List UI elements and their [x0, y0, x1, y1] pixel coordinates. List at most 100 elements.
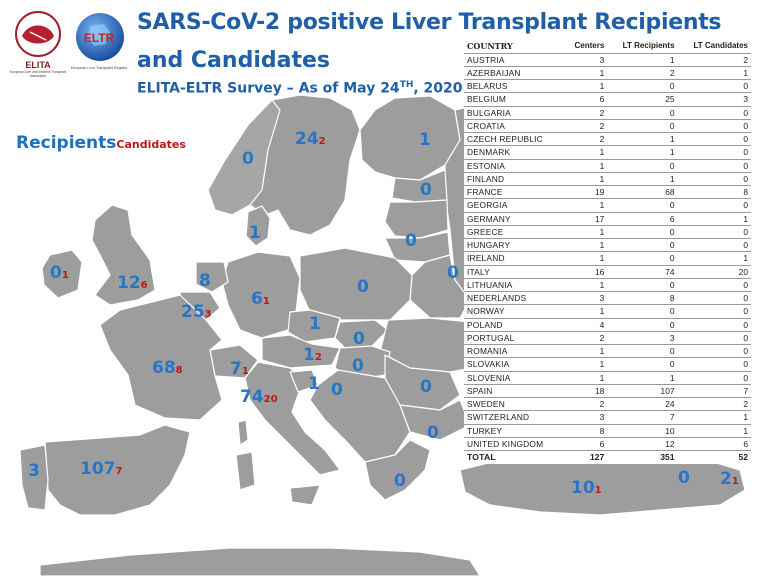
cell-lt-recipients: 0	[607, 251, 678, 266]
col-header-lt-candidates: LT Candidates	[677, 39, 751, 54]
sardinia-shape	[235, 451, 256, 491]
cell-lt-candidates: 0	[677, 159, 751, 173]
cell-country: DENMARK	[464, 145, 564, 160]
cell-centers: 127	[589, 452, 605, 463]
map-label-greece: 0	[394, 471, 406, 491]
cell-centers: 1	[563, 145, 608, 160]
cell-lt-recipients: 2	[607, 66, 678, 81]
cell-centers: 8	[563, 424, 608, 438]
map-label-denmark: 1	[249, 223, 261, 243]
cell-country: ROMANIA	[464, 344, 564, 359]
map-label-italy: 7420	[240, 387, 278, 407]
legend-candidates: Candidates	[116, 138, 186, 151]
cell-lt-recipients: 0	[607, 357, 678, 372]
map-label-slovakia: 0	[353, 329, 365, 349]
cell-lt-recipients: 0	[607, 225, 678, 240]
cell-centers: 6	[563, 437, 608, 452]
elita-name: ELITA	[25, 60, 51, 70]
map-label-romania: 0	[420, 377, 432, 397]
table-header-row: COUNTRY Centers LT Recipients LT Candida…	[464, 39, 751, 54]
cell-lt-candidates: 0	[677, 371, 751, 385]
table-row: ROMANIA 1 0 0	[464, 344, 751, 359]
map-label-portugal: 3	[28, 461, 40, 481]
map-label-norway: 242	[295, 129, 326, 149]
corsica-shape	[237, 419, 249, 446]
cell-country: ITALY	[464, 265, 564, 279]
cell-centers: 1	[563, 238, 608, 253]
map-label-turkey: 101	[571, 478, 602, 498]
cell-centers: 2	[563, 397, 608, 412]
cell-centers: 3	[563, 53, 608, 67]
cell-country: BELGIUM	[464, 92, 564, 107]
cell-lt-candidates: 0	[677, 79, 751, 94]
cell-lt-recipients: 1	[607, 172, 678, 187]
cell-centers: 1	[563, 198, 608, 213]
cell-country: TOTAL	[467, 452, 496, 463]
cell-lt-recipients: 6	[607, 212, 678, 226]
table-row: ITALY 16 74 20	[464, 265, 751, 279]
cell-centers: 1	[563, 66, 608, 81]
map-legend: RecipientsCandidates	[16, 133, 186, 153]
map-label-united-kingdom: 126	[117, 273, 148, 293]
cell-country: GERMANY	[464, 212, 564, 226]
cell-country: HUNGARY	[464, 238, 564, 253]
cell-lt-recipients: 0	[607, 79, 678, 94]
cell-country: SLOVAKIA	[464, 357, 564, 372]
map-label-bulgaria: 0	[427, 423, 439, 443]
norway-west-shape	[207, 99, 281, 216]
cell-centers: 1	[563, 172, 608, 187]
greece-shape	[364, 439, 431, 501]
cell-lt-recipients: 0	[607, 278, 678, 293]
table-row: UNITED KINGDOM 6 12 6	[464, 437, 751, 452]
cell-lt-recipients: 1	[607, 53, 678, 67]
cell-centers: 6	[563, 92, 608, 107]
cell-country: SPAIN	[464, 384, 564, 399]
map-label-poland: 0	[357, 277, 369, 297]
cell-lt-candidates: 0	[677, 291, 751, 306]
table-row: BELARUS 1 0 0	[464, 79, 751, 94]
cell-lt-candidates: 2	[677, 53, 751, 67]
cell-country: AUSTRIA	[464, 53, 564, 67]
cell-lt-candidates: 0	[677, 357, 751, 372]
cell-lt-recipients: 0	[607, 304, 678, 319]
table-row: BULGARIA 2 0 0	[464, 106, 751, 120]
col-header-centers: Centers	[563, 39, 608, 54]
map-label-switzerland: 71	[230, 359, 249, 379]
table-row: DENMARK 1 1 0	[464, 145, 751, 160]
table-row: SWEDEN 2 24 2	[464, 397, 751, 412]
poland-shape	[299, 247, 413, 321]
cell-lt-recipients: 3	[607, 331, 678, 346]
cell-lt-recipients: 24	[607, 397, 678, 412]
cell-country: SWITZERLAND	[464, 410, 564, 425]
country-data-table: COUNTRY Centers LT Recipients LT Candida…	[464, 39, 751, 464]
cell-lt-recipients: 12	[607, 437, 678, 452]
cell-centers: 4	[563, 318, 608, 332]
map-label-czech-republic: 1	[309, 314, 321, 334]
table-row: GEORGIA 1 0 0	[464, 198, 751, 213]
cell-lt-candidates: 0	[677, 238, 751, 253]
cell-lt-candidates: 1	[677, 251, 751, 266]
page-title-line2: and Candidates	[137, 48, 330, 73]
cell-lt-candidates: 2	[677, 397, 751, 412]
cell-country: SWEDEN	[464, 397, 564, 412]
cell-lt-candidates: 1	[677, 424, 751, 438]
map-label-belarus: 0	[447, 263, 459, 283]
cell-centers: 2	[563, 331, 608, 346]
table-row: SWITZERLAND 3 7 1	[464, 410, 751, 425]
cell-centers: 16	[563, 265, 608, 279]
cell-centers: 1	[563, 304, 608, 319]
table-body: AUSTRIA 3 1 2 AZERBAIJAN 1 2 1 BELARUS 1 0 0 BELGIUM…	[464, 53, 751, 464]
cell-centers: 2	[563, 106, 608, 120]
cell-centers: 18	[563, 384, 608, 399]
ireland-shape	[41, 249, 83, 299]
cell-lt-candidates: 3	[677, 92, 751, 107]
map-label-croatia: 0	[331, 380, 343, 400]
cell-lt-recipients: 107	[607, 384, 678, 399]
eltr-globe-icon: ELTR	[76, 13, 124, 61]
denmark-shape	[245, 205, 271, 247]
uk-shape	[91, 204, 156, 306]
map-label-austria: 12	[303, 345, 322, 365]
cell-country: LITHUANIA	[464, 278, 564, 293]
cell-centers: 1	[563, 159, 608, 173]
eltr-logo: ELTR European Liver Transplant Registry	[66, 8, 132, 82]
